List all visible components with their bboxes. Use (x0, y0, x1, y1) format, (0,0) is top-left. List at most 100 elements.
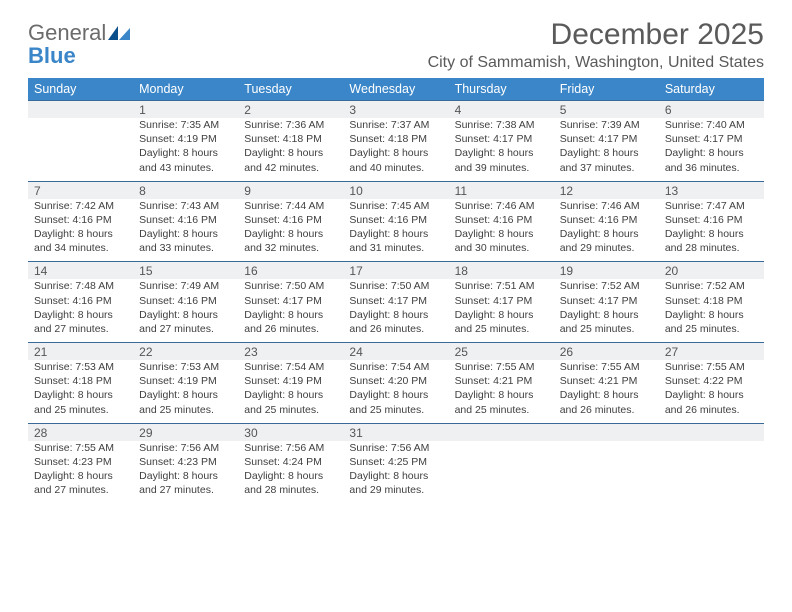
day-info-cell: Sunrise: 7:37 AMSunset: 4:18 PMDaylight:… (343, 118, 448, 181)
day-info-cell: Sunrise: 7:53 AMSunset: 4:19 PMDaylight:… (133, 360, 238, 423)
day-number-cell: 20 (659, 262, 764, 280)
logo-general: General (28, 20, 106, 45)
daylight-line: Daylight: 8 hours and 25 minutes. (34, 388, 127, 416)
day-number-cell: 27 (659, 343, 764, 361)
daylight-line: Daylight: 8 hours and 25 minutes. (139, 388, 232, 416)
sunset-line: Sunset: 4:18 PM (349, 132, 442, 146)
day-info-cell: Sunrise: 7:46 AMSunset: 4:16 PMDaylight:… (554, 199, 659, 262)
week-daynum-row: 28293031 (28, 423, 764, 441)
day-number-cell: 11 (449, 181, 554, 199)
sunrise-line: Sunrise: 7:37 AM (349, 118, 442, 132)
sunrise-line: Sunrise: 7:50 AM (244, 279, 337, 293)
sunset-line: Sunset: 4:16 PM (139, 294, 232, 308)
day-number-cell: 24 (343, 343, 448, 361)
day-info-cell: Sunrise: 7:50 AMSunset: 4:17 PMDaylight:… (238, 279, 343, 342)
day-number-cell: 17 (343, 262, 448, 280)
sunset-line: Sunset: 4:17 PM (349, 294, 442, 308)
daylight-line: Daylight: 8 hours and 25 minutes. (349, 388, 442, 416)
day-number-cell: 30 (238, 423, 343, 441)
daylight-line: Daylight: 8 hours and 25 minutes. (560, 308, 653, 336)
daylight-line: Daylight: 8 hours and 28 minutes. (244, 469, 337, 497)
day-number-cell: 13 (659, 181, 764, 199)
daylight-line: Daylight: 8 hours and 27 minutes. (139, 469, 232, 497)
sunset-line: Sunset: 4:16 PM (244, 213, 337, 227)
daylight-line: Daylight: 8 hours and 29 minutes. (349, 469, 442, 497)
daylight-line: Daylight: 8 hours and 26 minutes. (244, 308, 337, 336)
day-header: Thursday (449, 78, 554, 101)
week-info-row: Sunrise: 7:42 AMSunset: 4:16 PMDaylight:… (28, 199, 764, 262)
day-number-cell (28, 101, 133, 119)
sunrise-line: Sunrise: 7:54 AM (244, 360, 337, 374)
sunrise-line: Sunrise: 7:54 AM (349, 360, 442, 374)
daylight-line: Daylight: 8 hours and 31 minutes. (349, 227, 442, 255)
day-header: Tuesday (238, 78, 343, 101)
day-info-cell: Sunrise: 7:39 AMSunset: 4:17 PMDaylight:… (554, 118, 659, 181)
day-info-cell: Sunrise: 7:35 AMSunset: 4:19 PMDaylight:… (133, 118, 238, 181)
day-number-cell: 23 (238, 343, 343, 361)
calendar-table: SundayMondayTuesdayWednesdayThursdayFrid… (28, 78, 764, 503)
sunset-line: Sunset: 4:16 PM (349, 213, 442, 227)
day-info-cell: Sunrise: 7:56 AMSunset: 4:23 PMDaylight:… (133, 441, 238, 504)
day-header: Wednesday (343, 78, 448, 101)
sunrise-line: Sunrise: 7:39 AM (560, 118, 653, 132)
sunset-line: Sunset: 4:18 PM (244, 132, 337, 146)
sunrise-line: Sunrise: 7:52 AM (665, 279, 758, 293)
day-info-cell: Sunrise: 7:50 AMSunset: 4:17 PMDaylight:… (343, 279, 448, 342)
daylight-line: Daylight: 8 hours and 33 minutes. (139, 227, 232, 255)
sunrise-line: Sunrise: 7:48 AM (34, 279, 127, 293)
sunrise-line: Sunrise: 7:53 AM (139, 360, 232, 374)
day-info-cell: Sunrise: 7:46 AMSunset: 4:16 PMDaylight:… (449, 199, 554, 262)
sunrise-line: Sunrise: 7:35 AM (139, 118, 232, 132)
daylight-line: Daylight: 8 hours and 26 minutes. (349, 308, 442, 336)
daylight-line: Daylight: 8 hours and 36 minutes. (665, 146, 758, 174)
sunset-line: Sunset: 4:22 PM (665, 374, 758, 388)
day-number-cell (449, 423, 554, 441)
sunrise-line: Sunrise: 7:53 AM (34, 360, 127, 374)
day-info-cell: Sunrise: 7:36 AMSunset: 4:18 PMDaylight:… (238, 118, 343, 181)
location: City of Sammamish, Washington, United St… (428, 54, 764, 72)
day-info-cell (449, 441, 554, 504)
sunrise-line: Sunrise: 7:45 AM (349, 199, 442, 213)
week-info-row: Sunrise: 7:53 AMSunset: 4:18 PMDaylight:… (28, 360, 764, 423)
daylight-line: Daylight: 8 hours and 39 minutes. (455, 146, 548, 174)
day-number-cell: 6 (659, 101, 764, 119)
day-header: Saturday (659, 78, 764, 101)
day-info-cell: Sunrise: 7:52 AMSunset: 4:18 PMDaylight:… (659, 279, 764, 342)
day-number-cell: 28 (28, 423, 133, 441)
daylight-line: Daylight: 8 hours and 26 minutes. (665, 388, 758, 416)
day-info-cell (28, 118, 133, 181)
day-info-cell: Sunrise: 7:51 AMSunset: 4:17 PMDaylight:… (449, 279, 554, 342)
sunset-line: Sunset: 4:17 PM (665, 132, 758, 146)
month-title: December 2025 (428, 18, 764, 52)
day-number-cell: 4 (449, 101, 554, 119)
day-info-cell: Sunrise: 7:45 AMSunset: 4:16 PMDaylight:… (343, 199, 448, 262)
sunset-line: Sunset: 4:23 PM (139, 455, 232, 469)
sunset-line: Sunset: 4:19 PM (244, 374, 337, 388)
daylight-line: Daylight: 8 hours and 27 minutes. (34, 469, 127, 497)
day-info-cell: Sunrise: 7:56 AMSunset: 4:24 PMDaylight:… (238, 441, 343, 504)
sunset-line: Sunset: 4:17 PM (455, 132, 548, 146)
daylight-line: Daylight: 8 hours and 25 minutes. (244, 388, 337, 416)
day-number-cell (659, 423, 764, 441)
sunset-line: Sunset: 4:23 PM (34, 455, 127, 469)
sunrise-line: Sunrise: 7:46 AM (560, 199, 653, 213)
day-number-cell: 21 (28, 343, 133, 361)
day-number-cell (554, 423, 659, 441)
daylight-line: Daylight: 8 hours and 28 minutes. (665, 227, 758, 255)
day-number-cell: 19 (554, 262, 659, 280)
day-info-cell: Sunrise: 7:48 AMSunset: 4:16 PMDaylight:… (28, 279, 133, 342)
logo-sail-icon (108, 27, 130, 44)
sunset-line: Sunset: 4:16 PM (139, 213, 232, 227)
sunset-line: Sunset: 4:16 PM (34, 294, 127, 308)
sunrise-line: Sunrise: 7:38 AM (455, 118, 548, 132)
day-number-cell: 18 (449, 262, 554, 280)
day-info-cell: Sunrise: 7:55 AMSunset: 4:22 PMDaylight:… (659, 360, 764, 423)
day-info-cell: Sunrise: 7:54 AMSunset: 4:20 PMDaylight:… (343, 360, 448, 423)
day-info-cell: Sunrise: 7:52 AMSunset: 4:17 PMDaylight:… (554, 279, 659, 342)
sunset-line: Sunset: 4:18 PM (34, 374, 127, 388)
sunset-line: Sunset: 4:17 PM (560, 132, 653, 146)
week-info-row: Sunrise: 7:35 AMSunset: 4:19 PMDaylight:… (28, 118, 764, 181)
sunset-line: Sunset: 4:16 PM (560, 213, 653, 227)
day-info-cell: Sunrise: 7:42 AMSunset: 4:16 PMDaylight:… (28, 199, 133, 262)
day-number-cell: 3 (343, 101, 448, 119)
